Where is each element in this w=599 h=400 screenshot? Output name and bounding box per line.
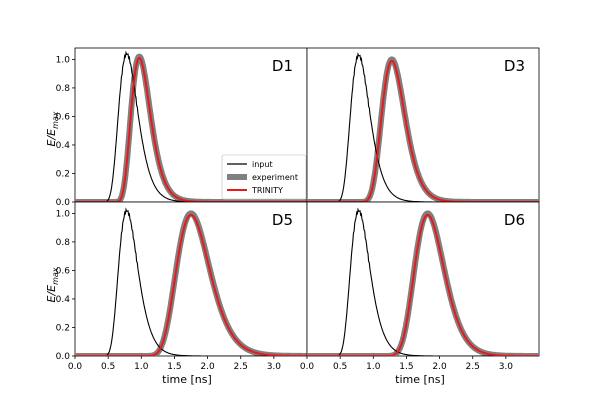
panel-label-d1: D1 [272, 57, 293, 75]
y-tick-label: 1.0 [56, 209, 71, 219]
x-tick-label: 2.5 [466, 362, 480, 372]
y-tick-label: 0.4 [56, 141, 71, 151]
panel-label-d3: D3 [504, 57, 525, 75]
panel-d5: D50.00.20.40.60.81.00.0 0.5 1.0 1.5 2.0 2.5 3.… [56, 201, 308, 372]
y-tick-label: 0.0 [56, 352, 71, 362]
x-tick-label: 1.0 [134, 362, 149, 372]
series-trinity [75, 213, 307, 356]
panels-group: D1 0.0 0.2 0.4 0.6 0.8 1.0 D3 D5 0.0 0.2 0.4 0.6 0.8 1… [56, 47, 540, 372]
x-tick-label: 1.5 [399, 362, 413, 372]
x-tick-label: 1.0 [366, 362, 381, 372]
x-tick-label: 3.0 [499, 362, 514, 372]
x-tick-label: 0.0 [300, 362, 315, 372]
y-tick-label: 0.4 [56, 295, 71, 305]
x-tick-label: 0.5 [101, 362, 115, 372]
series-trinity [307, 59, 539, 202]
x-tick-label: 2.0 [200, 362, 215, 372]
y-tick-label: 0.8 [56, 238, 71, 248]
y-tick-label: 0.6 [56, 112, 71, 122]
x-tick-label: 0.0 [68, 362, 83, 372]
legend: input experiment TRINITY [221, 154, 307, 200]
y-tick-label: 0.8 [56, 84, 71, 94]
y-tick-label: 0.0 [56, 198, 71, 208]
y-axis-label-bottom-text: E/Emax [45, 267, 60, 302]
series-trinity [75, 56, 307, 202]
y-axis-label-bottom: E/Emax [45, 267, 60, 302]
y-tick-label: 1.0 [56, 55, 71, 65]
panel-d6: D6 0.0 0.5 1.0 1.5 2.0 2.5 3.0 [300, 201, 540, 372]
x-tick-label: 2.5 [234, 362, 248, 372]
series-trinity [307, 213, 539, 356]
series-input [75, 207, 307, 356]
x-tick-label: 1.5 [167, 362, 181, 372]
series-group [307, 207, 539, 356]
panel-label-d6: D6 [504, 211, 525, 229]
x-tick-label: 3.0 [267, 362, 282, 372]
x-tick-label: 0.5 [333, 362, 347, 372]
x-axis-label-right: time [ns] [395, 373, 445, 386]
y-axis-label-top: E/Emax [45, 111, 60, 146]
y-axis-label-top-text: E/Emax [45, 111, 60, 146]
legend-label-trinity: TRINITY [251, 186, 283, 195]
legend-label-input: input [252, 160, 273, 169]
legend-label-experiment: experiment [252, 173, 298, 182]
panel-frame [306, 47, 540, 203]
y-tick-label: 0.2 [56, 169, 70, 179]
y-tick-label: 0.6 [56, 266, 71, 276]
panel-label-d5: D5 [272, 211, 293, 229]
series-input [307, 207, 539, 356]
x-axis-label-left: time [ns] [162, 373, 212, 386]
panel-d3: D3 [306, 47, 540, 203]
y-tick-label: 0.2 [56, 323, 70, 333]
series-group [75, 207, 307, 356]
x-tick-label: 2.0 [432, 362, 447, 372]
legend-box [221, 154, 307, 200]
